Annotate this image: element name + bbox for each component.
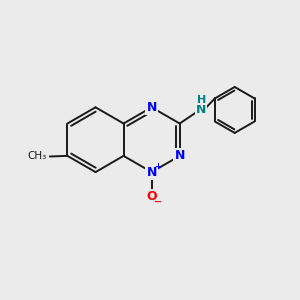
Text: N: N [196, 103, 206, 116]
Text: N: N [175, 149, 185, 162]
Text: +: + [154, 162, 162, 171]
Text: CH₃: CH₃ [27, 152, 46, 161]
Text: −: − [154, 196, 162, 206]
Text: N: N [146, 166, 157, 178]
Text: N: N [146, 101, 157, 114]
Text: H: H [197, 95, 206, 105]
Text: O: O [146, 190, 157, 203]
